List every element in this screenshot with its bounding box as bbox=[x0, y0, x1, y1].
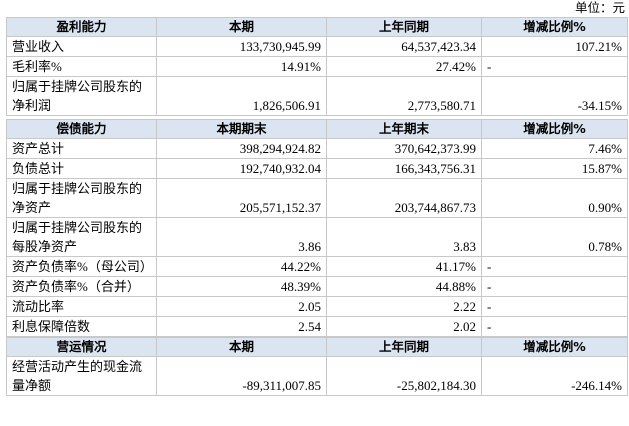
row-label: 资产总计 bbox=[6, 138, 157, 159]
row-label: 流动比率 bbox=[6, 296, 157, 317]
header-cell: 增减比例% bbox=[481, 119, 628, 139]
data-row: 负债总计 192,740,932.04 166,343,756.31 15.87% bbox=[6, 158, 628, 179]
data-row: 营业收入 133,730,945.99 64,537,423.34 107.21% bbox=[6, 36, 628, 57]
value-cell: 15.87% bbox=[481, 158, 628, 179]
value-cell: 41.17% bbox=[326, 256, 482, 277]
header-row: 盈利能力 本期 上年同期 增减比例% bbox=[6, 17, 628, 37]
data-row: 资产负债率%（母公司） 44.22% 41.17% - bbox=[6, 256, 628, 277]
value-cell: - bbox=[481, 296, 628, 317]
value-cell: 7.46% bbox=[481, 138, 628, 159]
value-cell: -246.14% bbox=[481, 356, 628, 396]
value-cell: 0.90% bbox=[481, 178, 628, 218]
header-cell: 盈利能力 bbox=[6, 17, 157, 37]
value-cell: 2.02 bbox=[326, 316, 482, 337]
row-label: 负债总计 bbox=[6, 158, 157, 179]
value-cell: 107.21% bbox=[481, 36, 628, 57]
row-label: 营业收入 bbox=[6, 36, 157, 57]
header-cell: 本期 bbox=[156, 17, 327, 37]
row-label: 毛利率% bbox=[6, 56, 157, 77]
row-label: 经营活动产生的现金流量净额 bbox=[6, 356, 157, 396]
header-cell: 本期期末 bbox=[156, 119, 327, 139]
value-cell: 64,537,423.34 bbox=[326, 36, 482, 57]
header-cell: 上年期末 bbox=[326, 119, 482, 139]
value-cell: 44.22% bbox=[156, 256, 327, 277]
data-row: 归属于挂牌公司股东的净利润 1,826,506.91 2,773,580.71 -34… bbox=[6, 76, 628, 116]
value-cell: 14.91% bbox=[156, 56, 327, 77]
data-row: 流动比率 2.05 2.22- bbox=[6, 296, 628, 317]
data-row: 归属于挂牌公司股东的每股净资产 3.86 3.83 0.78% bbox=[6, 217, 628, 257]
value-cell: - bbox=[481, 276, 628, 297]
header-cell: 上年同期 bbox=[326, 337, 482, 357]
header-row: 偿债能力 本期期末 上年期末 增减比例% bbox=[6, 119, 628, 139]
data-table: 盈利能力 本期 上年同期 增减比例% 营业收入 133,730,945.99 64,537,… bbox=[6, 17, 628, 116]
value-cell: 27.42% bbox=[326, 56, 482, 77]
value-cell: 166,343,756.31 bbox=[326, 158, 482, 179]
value-cell: 398,294,924.82 bbox=[156, 138, 327, 159]
value-cell: 203,744,867.73 bbox=[326, 178, 482, 218]
value-cell: -89,311,007.85 bbox=[156, 356, 327, 396]
value-cell: 205,571,152.37 bbox=[156, 178, 327, 218]
value-cell: 370,642,373.99 bbox=[326, 138, 482, 159]
tables: 盈利能力 本期 上年同期 增减比例% 营业收入 133,730,945.99 64,537,… bbox=[0, 17, 629, 396]
value-cell: 3.86 bbox=[156, 217, 327, 257]
data-row: 资产负债率%（合并） 48.39% 44.88% - bbox=[6, 276, 628, 297]
value-cell: - bbox=[481, 56, 628, 77]
data-row: 毛利率% 14.91% 27.42% - bbox=[6, 56, 628, 77]
header-row: 营运情况 本期 上年同期 增减比例% bbox=[6, 337, 628, 357]
value-cell: -34.15% bbox=[481, 76, 628, 116]
value-cell: 44.88% bbox=[326, 276, 482, 297]
row-label: 归属于挂牌公司股东的净利润 bbox=[6, 76, 157, 116]
value-cell: - bbox=[481, 256, 628, 277]
value-cell: 2.22 bbox=[326, 296, 482, 317]
value-cell: 133,730,945.99 bbox=[156, 36, 327, 57]
value-cell: 2.05 bbox=[156, 296, 327, 317]
header-cell: 本期 bbox=[156, 337, 327, 357]
value-cell: 0.78% bbox=[481, 217, 628, 257]
value-cell: 48.39% bbox=[156, 276, 327, 297]
data-row: 资产总计 398,294,924.82 370,642,373.99 7.46% bbox=[6, 138, 628, 159]
header-cell: 增减比例% bbox=[481, 337, 628, 357]
value-cell: 3.83 bbox=[326, 217, 482, 257]
value-cell: - bbox=[481, 316, 628, 337]
row-label: 资产负债率%（合并） bbox=[6, 276, 157, 297]
row-label: 归属于挂牌公司股东的净资产 bbox=[6, 178, 157, 218]
data-row: 利息保障倍数 2.54 2.02- bbox=[6, 316, 628, 337]
unit-label: 单位：元 bbox=[574, 1, 625, 15]
value-cell: 192,740,932.04 bbox=[156, 158, 327, 179]
data-row: 归属于挂牌公司股东的净资产 205,571,152.37 203,744,867.7… bbox=[6, 178, 628, 218]
row-label: 资产负债率%（母公司） bbox=[6, 256, 157, 277]
data-table: 营运情况 本期 上年同期 增减比例% 经营活动产生的现金流量净额 -89,311,007.… bbox=[6, 337, 628, 396]
header-cell: 上年同期 bbox=[326, 17, 482, 37]
header-cell: 偿债能力 bbox=[6, 119, 157, 139]
row-label: 利息保障倍数 bbox=[6, 316, 157, 337]
value-cell: -25,802,184.30 bbox=[326, 356, 482, 396]
header-cell: 增减比例% bbox=[481, 17, 628, 37]
data-row: 经营活动产生的现金流量净额 -89,311,007.85 -25,802,184.3… bbox=[6, 356, 628, 396]
value-cell: 2.54 bbox=[156, 316, 327, 337]
value-cell: 2,773,580.71 bbox=[326, 76, 482, 116]
value-cell: 1,826,506.91 bbox=[156, 76, 327, 116]
data-table: 偿债能力 本期期末 上年期末 增减比例% 资产总计 398,294,924.82 370,6… bbox=[6, 119, 628, 337]
header-cell: 营运情况 bbox=[6, 337, 157, 357]
row-label: 归属于挂牌公司股东的每股净资产 bbox=[6, 217, 157, 257]
